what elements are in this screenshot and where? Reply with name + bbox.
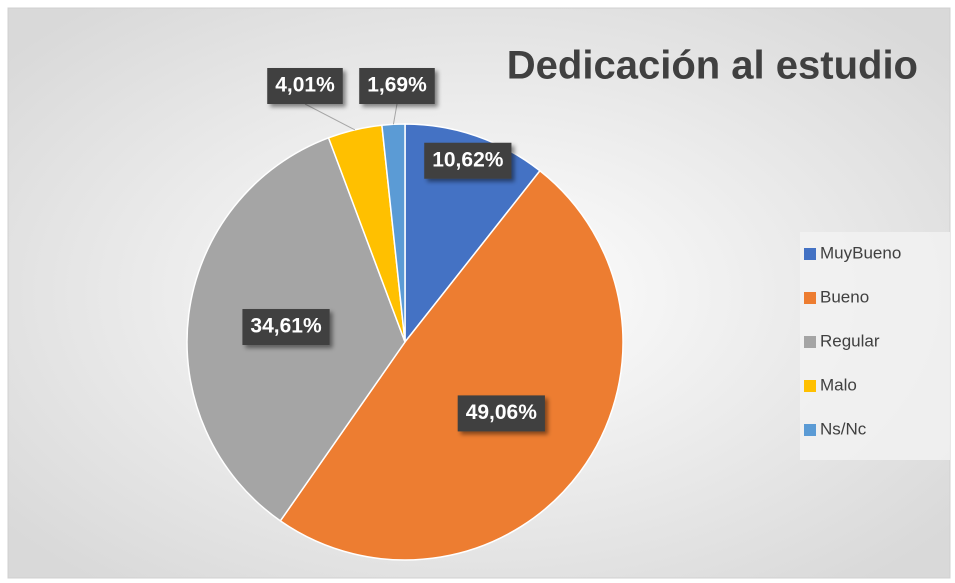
legend-swatch <box>804 424 816 436</box>
data-label-text: 34,61% <box>250 315 322 338</box>
data-label-box <box>242 309 330 346</box>
data-label-box <box>359 68 435 104</box>
legend-label: Regular <box>820 331 880 350</box>
data-label: 4,01% <box>267 68 343 104</box>
legend-box <box>800 232 950 460</box>
data-label-box <box>267 68 343 104</box>
data-label-box <box>457 395 545 432</box>
legend-swatch <box>804 336 816 348</box>
data-label-text: 10,62% <box>432 148 504 171</box>
leader-line <box>304 103 356 131</box>
data-label: 49,06% <box>457 395 545 432</box>
legend-label: Malo <box>820 375 857 394</box>
data-label-text: 4,01% <box>275 74 335 97</box>
legend-swatch <box>804 292 816 304</box>
data-label-text: 49,06% <box>466 401 538 424</box>
legend-label: Ns/Nc <box>820 419 867 438</box>
data-label: 1,69% <box>359 68 435 104</box>
chart-title: Dedicación al estudio <box>507 44 918 88</box>
data-label: 34,61% <box>242 309 330 346</box>
legend-label: MuyBueno <box>820 243 901 262</box>
pie-slice <box>279 169 624 561</box>
legend-swatch <box>804 248 816 260</box>
legend-label: Bueno <box>820 287 869 306</box>
leader-line <box>392 103 398 125</box>
data-label-box <box>424 142 512 179</box>
data-label-text: 1,69% <box>367 74 427 97</box>
data-label: 10,62% <box>424 142 512 179</box>
legend-swatch <box>804 380 816 392</box>
